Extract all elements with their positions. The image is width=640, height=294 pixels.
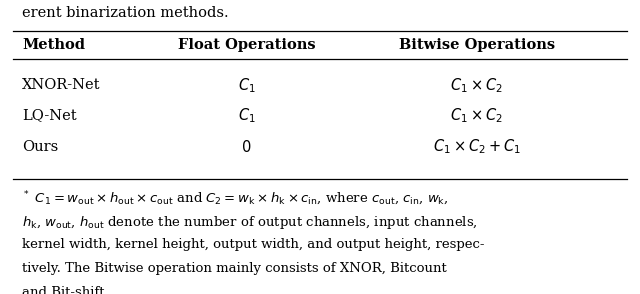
Text: XNOR-Net: XNOR-Net xyxy=(22,78,101,92)
Text: kernel width, kernel height, output width, and output height, respec-: kernel width, kernel height, output widt… xyxy=(22,238,485,251)
Text: erent binarization methods.: erent binarization methods. xyxy=(22,6,229,20)
Text: Float Operations: Float Operations xyxy=(177,38,316,52)
Text: $C_1 \times C_2$: $C_1 \times C_2$ xyxy=(451,76,503,95)
Text: Bitwise Operations: Bitwise Operations xyxy=(399,38,555,52)
Text: $0$: $0$ xyxy=(241,139,252,155)
Text: $^*$ $C_1 = w_{\mathrm{out}} \times h_{\mathrm{out}} \times c_{\mathrm{out}}$ an: $^*$ $C_1 = w_{\mathrm{out}} \times h_{\… xyxy=(22,190,449,208)
Text: Method: Method xyxy=(22,38,85,52)
Text: tively. The Bitwise operation mainly consists of XNOR, Bitcount: tively. The Bitwise operation mainly con… xyxy=(22,262,447,275)
Text: Ours: Ours xyxy=(22,140,59,154)
Text: $C_1$: $C_1$ xyxy=(237,106,255,125)
Text: LQ-Net: LQ-Net xyxy=(22,108,77,122)
Text: $C_1 \times C_2 + C_1$: $C_1 \times C_2 + C_1$ xyxy=(433,138,521,156)
Text: $C_1$: $C_1$ xyxy=(237,76,255,95)
Text: $h_{\mathrm{k}}$, $w_{\mathrm{out}}$, $h_{\mathrm{out}}$ denote the number of ou: $h_{\mathrm{k}}$, $w_{\mathrm{out}}$, $h… xyxy=(22,214,478,231)
Text: and Bit-shift.: and Bit-shift. xyxy=(22,286,109,294)
Text: $C_1 \times C_2$: $C_1 \times C_2$ xyxy=(451,106,503,125)
